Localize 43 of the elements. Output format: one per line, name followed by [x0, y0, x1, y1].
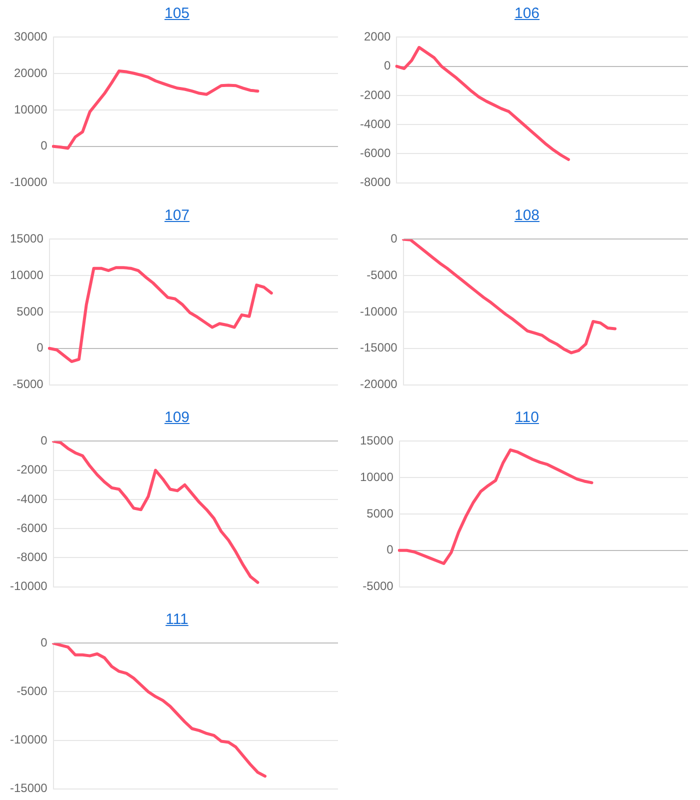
y-tick-label: 10000 — [360, 470, 394, 484]
y-tick-label: 2000 — [364, 30, 392, 44]
y-tick-label: 0 — [386, 542, 394, 557]
y-tick-label: 0 — [40, 434, 48, 448]
y-tick-label: 30000 — [14, 30, 48, 44]
chart-title: 107 — [163, 206, 191, 226]
y-tick-label: -20000 — [360, 377, 398, 392]
y-tick-label: 0 — [390, 232, 398, 246]
y-tick-label: -6000 — [16, 520, 48, 535]
chart-title: 110 — [514, 408, 540, 428]
y-tick-label: -10000 — [360, 304, 398, 318]
y-tick-label: -10000 — [10, 732, 48, 747]
chart-title: 109 — [163, 408, 191, 428]
y-tick-label: -6000 — [360, 146, 392, 160]
y-tick-label: -5000 — [362, 579, 394, 594]
chart-title: 108 — [513, 206, 541, 226]
y-tick-label: 5000 — [16, 304, 44, 318]
y-tick-label: -2000 — [360, 88, 392, 102]
y-tick-label: -5000 — [366, 268, 398, 282]
y-tick-label: 0 — [384, 58, 392, 73]
chart-title: 111 — [164, 610, 190, 630]
y-tick-label: -8000 — [16, 550, 48, 564]
y-tick-label: 10000 — [14, 102, 48, 116]
y-tick-label: -10000 — [10, 175, 48, 190]
y-tick-label: 15000 — [10, 232, 44, 246]
y-tick-label: -15000 — [360, 340, 398, 355]
chart-title: 106 — [513, 4, 541, 24]
y-tick-label: 0 — [40, 636, 48, 650]
y-tick-label: -4000 — [360, 116, 392, 131]
y-tick-label: -5000 — [16, 684, 48, 698]
y-tick-label: -2000 — [16, 462, 48, 477]
y-tick-label: -8000 — [360, 175, 392, 190]
y-tick-label: -5000 — [12, 377, 44, 392]
y-tick-label: -4000 — [16, 492, 48, 506]
y-tick-label: 0 — [40, 138, 48, 153]
chart-title: 105 — [163, 4, 191, 24]
y-tick-label: -15000 — [10, 781, 48, 796]
y-tick-label: 5000 — [366, 506, 394, 520]
y-tick-label: 0 — [36, 340, 44, 355]
y-tick-label: -10000 — [10, 579, 48, 594]
y-tick-label: 15000 — [360, 434, 394, 448]
y-tick-label: 10000 — [10, 268, 44, 282]
y-tick-label: 20000 — [14, 66, 48, 80]
